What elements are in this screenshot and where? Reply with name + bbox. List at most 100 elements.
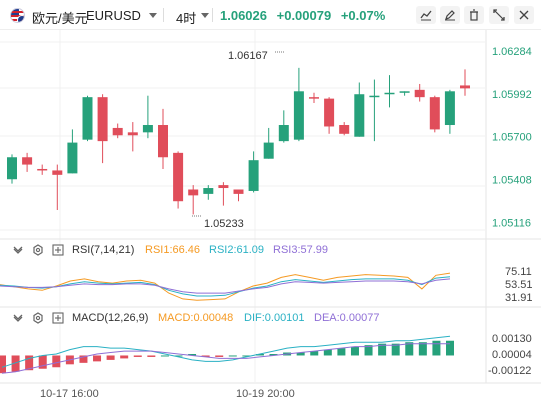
price-change: +0.00079 (276, 8, 332, 23)
indicator-button[interactable] (416, 6, 436, 24)
price-quote: 1.06026 +0.00079 +0.07% (220, 8, 391, 23)
rsi-add-icon[interactable] (52, 244, 64, 256)
macd-histogram-bar (405, 342, 414, 356)
macd-settings-icon[interactable] (32, 312, 44, 324)
macd-axis-label: 0.00130 (492, 333, 532, 345)
macd-histogram-bar (350, 346, 359, 356)
candle (97, 97, 108, 142)
rsi-line-rsi2 (0, 276, 451, 297)
draw-icon (445, 10, 455, 21)
dea-line (1, 343, 450, 374)
fullscreen-button[interactable] (489, 6, 509, 24)
macd-histogram-bar (174, 355, 183, 357)
macd-histogram-bar (106, 355, 115, 360)
macd-histogram-bar (378, 343, 387, 356)
macd-histogram-bar (52, 355, 61, 368)
candle (127, 132, 138, 136)
rsi-settings-icon[interactable] (32, 244, 44, 256)
macd-histogram-bar (418, 342, 427, 356)
interval-selector[interactable]: 4时 (176, 11, 197, 26)
price-axis-label: 1.05116 (492, 217, 531, 229)
candle (67, 142, 78, 174)
close-icon (519, 10, 529, 20)
dif-line (1, 335, 451, 368)
candle (22, 157, 33, 165)
candle (399, 91, 410, 93)
candle (460, 85, 470, 89)
close-button[interactable] (514, 6, 534, 24)
grid-lines (0, 30, 541, 384)
time-label: 10-19 20:00 (236, 388, 295, 400)
macd-histogram-bar (296, 352, 305, 356)
symbol-code[interactable]: EURUSD (86, 8, 141, 23)
divider (212, 8, 213, 22)
symbol-dropdown-icon[interactable] (149, 13, 157, 18)
candle (37, 168, 48, 171)
chart-area[interactable]: 1.06284 1.05992 1.05700 1.05408 1.05116 1.06… (0, 30, 541, 403)
rsi-title: RSI(7,14,21) (72, 244, 135, 256)
indicator-icon (420, 10, 432, 21)
rsi-line-rsi3 (0, 278, 451, 294)
macd-histogram-bar (25, 355, 34, 371)
chart-header: 欧元/美元 EURUSD 4时 1.06026 +0.00079 +0.07% (0, 0, 541, 30)
dif-value: DIF:0.00101 (244, 312, 305, 324)
interval-dropdown-icon[interactable] (201, 13, 209, 18)
rsi-axis-label: 53.51 (505, 279, 533, 291)
price-axis-label: 1.05408 (492, 175, 532, 187)
macd-add-icon[interactable] (52, 312, 64, 324)
candle (52, 170, 63, 175)
macd-histogram-bar (38, 355, 47, 369)
candle (233, 189, 244, 194)
macd-axis-label: -0.00122 (488, 365, 532, 377)
candle (369, 95, 380, 98)
collapse-rsi-icon[interactable] (12, 244, 24, 256)
symbol-name[interactable]: 欧元/美元 (32, 11, 88, 26)
candle (112, 127, 123, 136)
candle (354, 94, 365, 137)
macd-series (0, 335, 454, 374)
candle (339, 125, 350, 134)
macd-title: MACD(12,26,9) (72, 312, 149, 324)
macd-histogram-bar (364, 345, 373, 356)
last-price: 1.06026 (220, 8, 267, 23)
candle (309, 97, 319, 99)
price-axis-label: 1.05700 (492, 132, 532, 144)
macd-histogram-bar (269, 354, 278, 356)
delete-button[interactable] (464, 6, 484, 24)
candle (444, 91, 455, 126)
macd-histogram-bar (188, 354, 197, 356)
macd-histogram-bar (310, 351, 319, 356)
macd-histogram-bar (255, 354, 264, 356)
price-axis-label: 1.05992 (492, 89, 532, 101)
low-price-label: 1.05233 (204, 218, 244, 230)
rsi2-value: RSI2:61.09 (209, 244, 265, 256)
macd-histogram-bar (11, 355, 20, 372)
price-axis: 1.06284 1.05992 1.05700 1.05408 1.05116 (492, 46, 532, 229)
high-price-label: 1.06167 (228, 50, 268, 62)
candle (324, 98, 335, 127)
price-chart[interactable]: 1.06284 1.05992 1.05700 1.05408 1.05116 1.06… (0, 30, 541, 403)
macd-histogram-bar (0, 355, 6, 374)
price-change-pct: +0.07% (340, 8, 386, 23)
rsi-line-rsi1 (0, 272, 451, 301)
macd-histogram-bar (432, 340, 441, 356)
draw-button[interactable] (440, 6, 460, 24)
rsi-series (0, 272, 451, 301)
macd-histogram-bar (228, 355, 237, 357)
macd-histogram-bar (242, 355, 251, 357)
rsi1-value: RSI1:66.46 (145, 244, 201, 256)
macd-histogram-bar (93, 355, 102, 362)
eurusd-flag-icon (10, 8, 25, 23)
candle (142, 125, 153, 133)
macd-histogram-bar (201, 355, 210, 357)
collapse-macd-icon[interactable] (12, 312, 24, 324)
candle (188, 189, 199, 196)
candle (203, 188, 214, 194)
dea-value: DEA:0.00077 (314, 312, 380, 324)
divider (163, 8, 164, 22)
candle (173, 152, 184, 202)
macd-histogram-bar (160, 355, 169, 357)
macd-histogram-bar (215, 355, 224, 357)
time-label: 10-17 16:00 (40, 388, 99, 400)
rsi-axis-label: 31.91 (505, 292, 533, 304)
